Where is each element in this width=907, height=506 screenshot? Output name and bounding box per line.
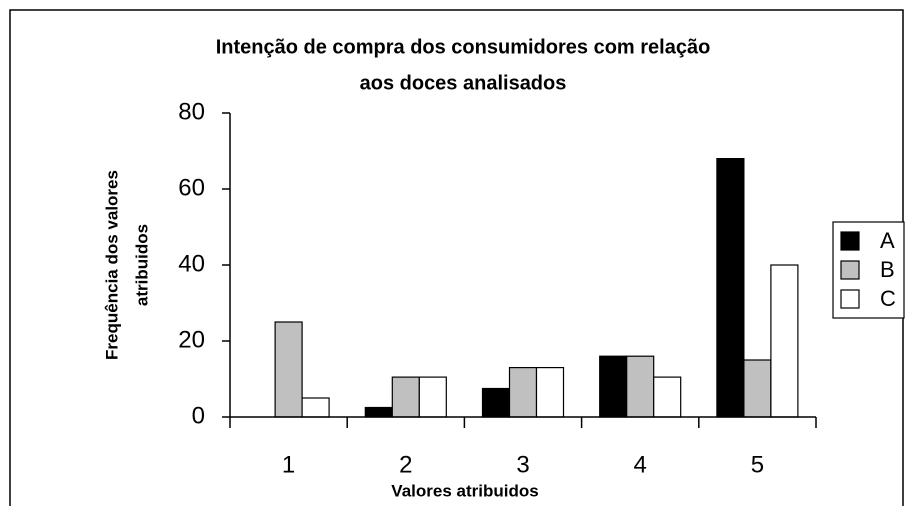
bar bbox=[418, 376, 447, 418]
bar bbox=[599, 355, 628, 418]
legend-label: B bbox=[880, 257, 895, 282]
x-tick-label: 1 bbox=[282, 451, 295, 478]
legend-swatch bbox=[840, 260, 860, 280]
bar bbox=[391, 376, 420, 418]
x-tick-label: 3 bbox=[516, 451, 529, 478]
y-axis-title-line: atribuidos bbox=[132, 224, 151, 306]
bar bbox=[716, 158, 745, 418]
bar bbox=[481, 387, 511, 418]
bar bbox=[653, 376, 682, 418]
y-axis-title-line: Frequência dos valores bbox=[102, 170, 121, 360]
y-tick-label: 60 bbox=[178, 174, 205, 201]
bar bbox=[535, 367, 565, 418]
chart-title: Intenção de compra dos consumidores com … bbox=[216, 36, 711, 58]
x-tick-label: 4 bbox=[634, 451, 647, 478]
legend-swatch bbox=[840, 231, 860, 251]
bar bbox=[743, 359, 772, 418]
bar bbox=[770, 264, 799, 418]
bar bbox=[508, 367, 538, 418]
x-tick-label: 5 bbox=[751, 451, 764, 478]
y-tick-label: 20 bbox=[178, 326, 205, 353]
x-tick-label: 2 bbox=[399, 451, 412, 478]
bar bbox=[364, 406, 393, 418]
bar bbox=[301, 397, 330, 418]
y-tick-label: 80 bbox=[178, 98, 205, 125]
y-tick-label: 40 bbox=[178, 250, 205, 277]
y-axis-title: Frequência dos valores atribuidos bbox=[102, 170, 151, 360]
bar bbox=[626, 355, 655, 418]
bar bbox=[274, 321, 303, 418]
legend-label: A bbox=[880, 228, 895, 253]
y-tick-label: 0 bbox=[192, 402, 205, 429]
legend-swatch bbox=[840, 289, 860, 309]
legend-label: C bbox=[880, 286, 896, 311]
chart-title: aos doces analisados bbox=[360, 72, 567, 94]
x-axis-title: Valores atribuidos bbox=[391, 481, 538, 500]
chart-frame bbox=[9, 9, 904, 506]
